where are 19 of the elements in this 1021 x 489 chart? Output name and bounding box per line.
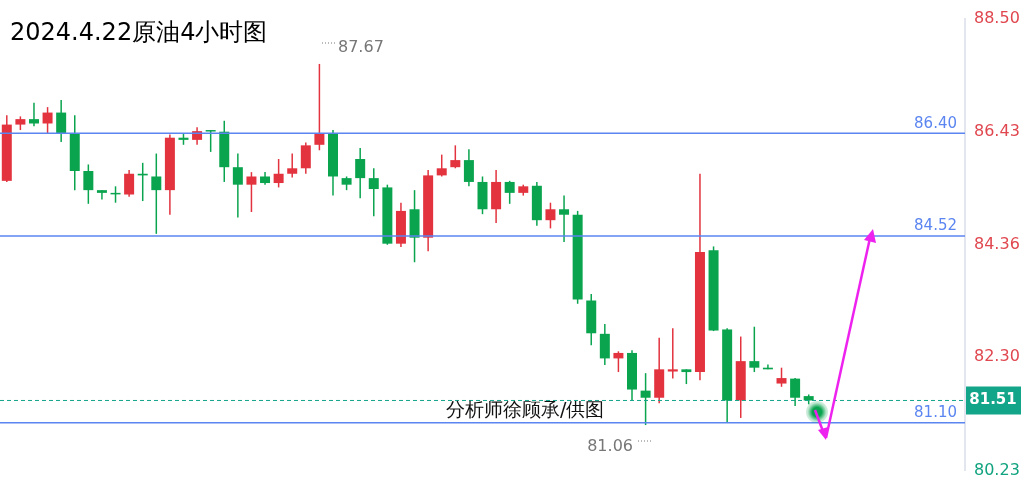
y-tick-label: 88.50 [974, 7, 1020, 27]
ref-line-label: 81.51 [969, 390, 1017, 409]
candlestick [28, 102, 39, 127]
ref-line-label: 84.52 [914, 216, 957, 235]
candlestick [287, 153, 298, 178]
ref-line-label: 81.10 [914, 403, 957, 422]
candlestick [232, 153, 243, 218]
annotation: 87.67 [338, 37, 384, 57]
y-tick-label: 84.36 [974, 233, 1020, 253]
candlestick [559, 195, 570, 243]
y-tick-label: 86.43 [974, 120, 1020, 140]
ref-line-label: 86.40 [914, 113, 957, 132]
y-tick-label: 82.30 [974, 346, 1020, 366]
y-tick-label: 80.23 [974, 459, 1020, 479]
candlestick [667, 328, 678, 379]
annotation: 81.06 [587, 436, 633, 456]
annotation: 分析师徐顾承/供图 [446, 397, 605, 420]
candlestick [368, 168, 379, 217]
chart-title: 2024.4.22原油4小时图 [10, 17, 268, 48]
